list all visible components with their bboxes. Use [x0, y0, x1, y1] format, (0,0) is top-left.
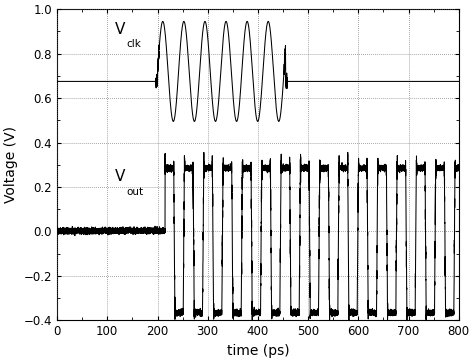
Text: V: V — [115, 169, 125, 184]
Text: out: out — [127, 187, 144, 197]
Text: clk: clk — [127, 39, 141, 49]
X-axis label: time (ps): time (ps) — [227, 344, 289, 358]
Text: V: V — [115, 22, 125, 37]
Y-axis label: Voltage (V): Voltage (V) — [4, 126, 18, 203]
